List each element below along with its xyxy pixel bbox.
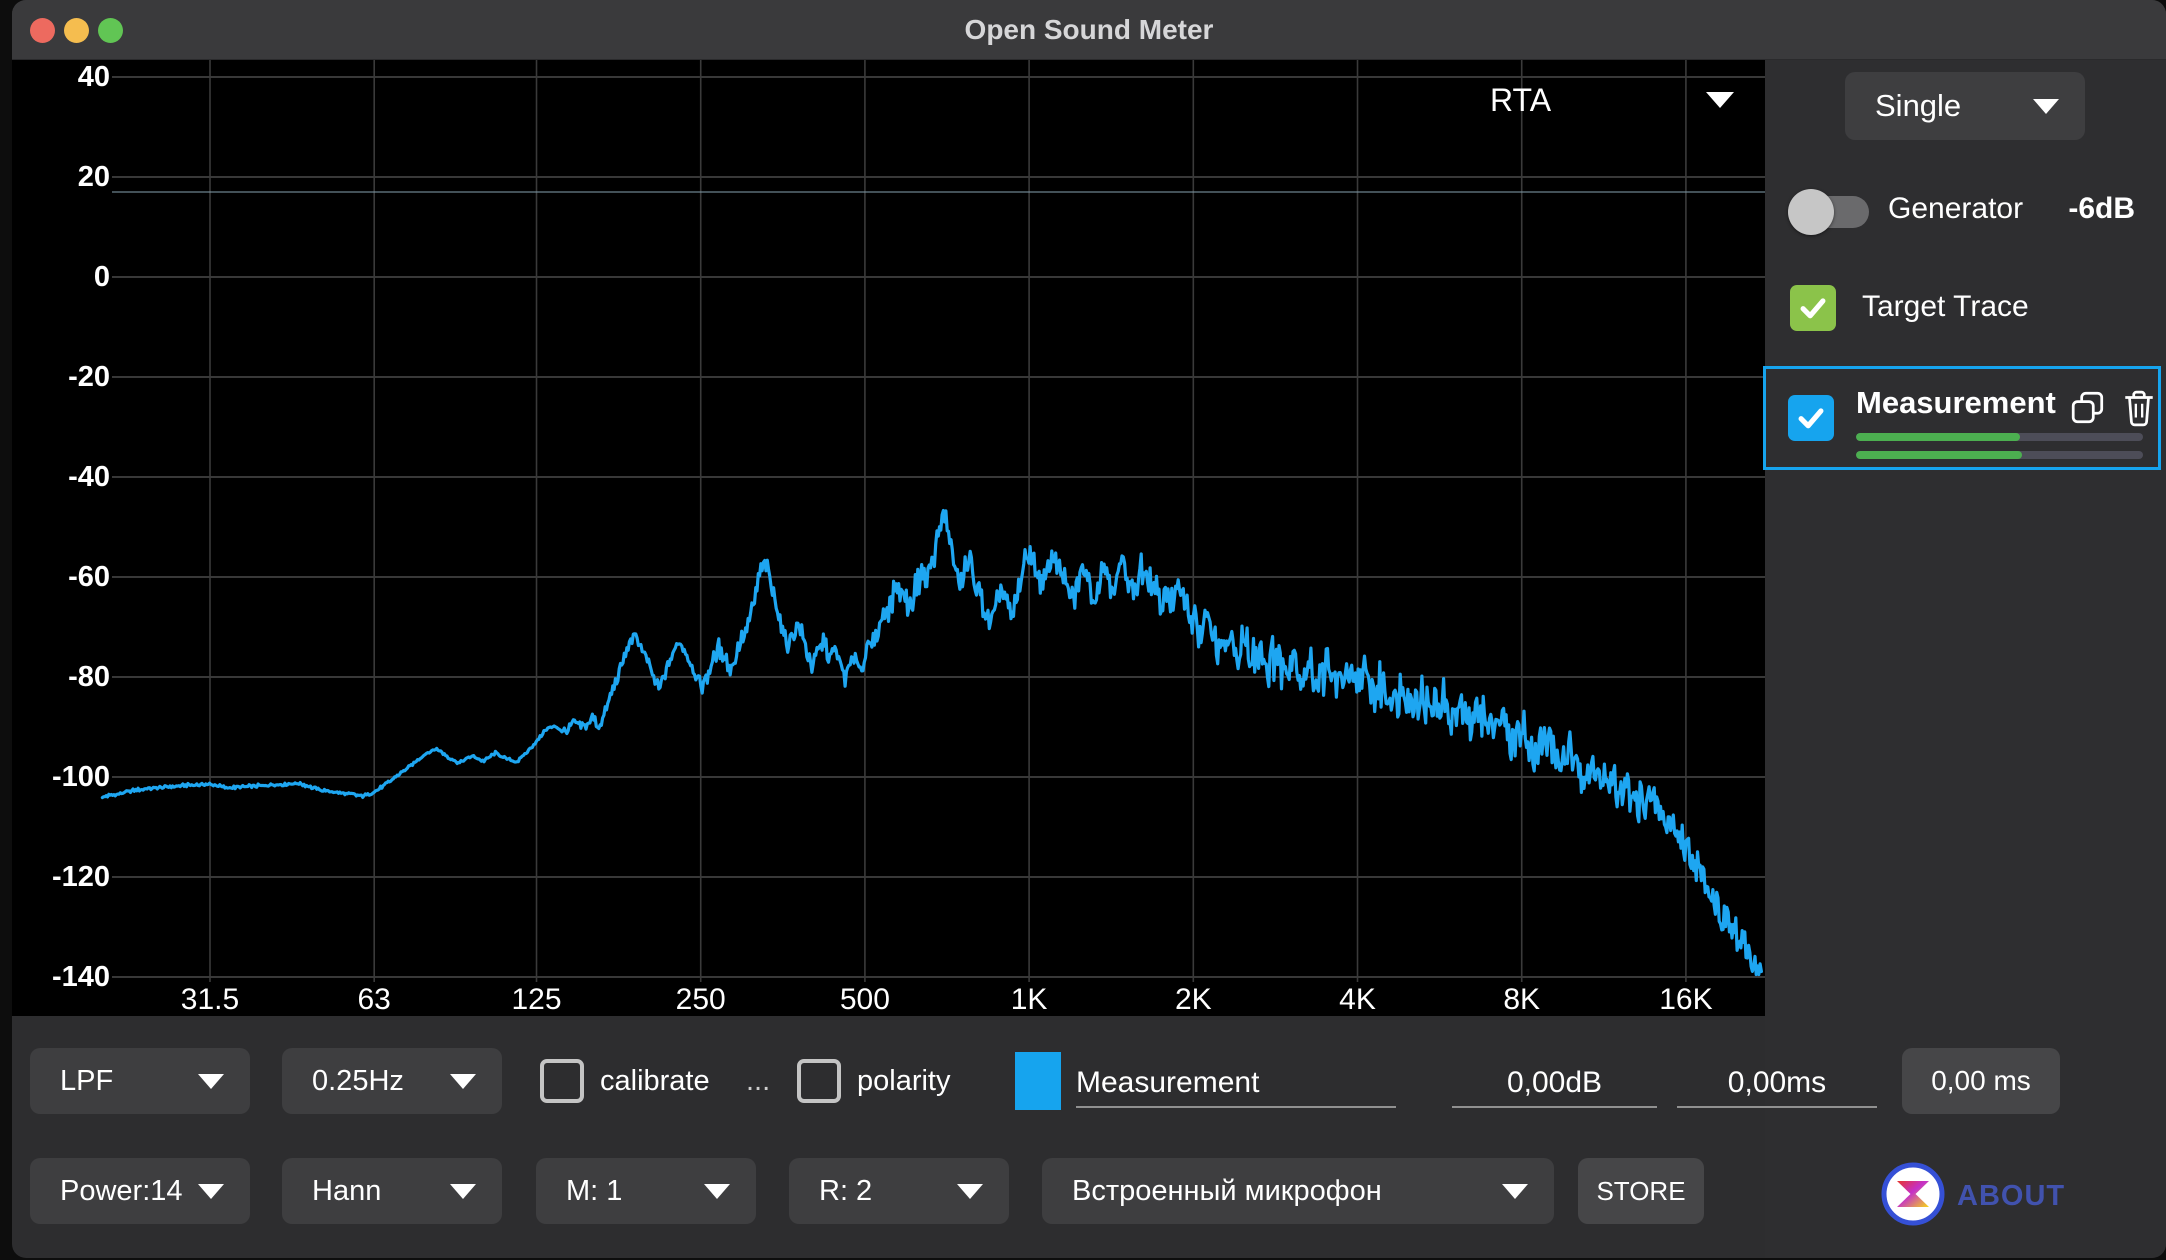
x-axis-tick-label: 63: [357, 983, 391, 1016]
chevron-down-icon: [450, 1184, 476, 1199]
check-icon: [1798, 408, 1824, 429]
window-function-selector[interactable]: Hann: [282, 1158, 502, 1224]
polarity-label: polarity: [857, 1065, 951, 1097]
x-axis-tick-label: 8K: [1503, 983, 1541, 1016]
chart-type-label: RTA: [1490, 82, 1552, 118]
measurement-panel[interactable]: Measurement: [1763, 366, 2161, 470]
chevron-down-icon: [957, 1184, 983, 1199]
x-axis-tick-label: 31.5: [180, 983, 240, 1016]
target-trace-checkbox[interactable]: [1790, 285, 1836, 331]
measurement-color-swatch[interactable]: [1015, 1052, 1061, 1110]
measurement-name-field[interactable]: Measurement: [1076, 1050, 1396, 1108]
delete-measurement-button[interactable]: [2122, 389, 2160, 427]
chevron-down-icon: [198, 1184, 224, 1199]
filter-type-label: LPF: [60, 1064, 114, 1097]
x-axis-tick-label: 500: [839, 983, 890, 1016]
polarity-checkbox[interactable]: [797, 1059, 841, 1103]
titlebar: Open Sound Meter: [12, 0, 2166, 60]
gain-field[interactable]: 0,00dB: [1452, 1050, 1657, 1108]
clone-measurement-button[interactable]: [2069, 389, 2107, 427]
chart-type-selector[interactable]: RTA: [1432, 76, 1762, 124]
level-meter-right: [1856, 451, 2143, 459]
y-axis-tick-label: -20: [68, 361, 110, 393]
app-window: Open Sound Meter RTA 40 20 0 -20 -40 -60 -80 -1…: [12, 0, 2166, 1258]
fullscreen-button[interactable]: [98, 18, 123, 43]
y-axis-tick-label: 20: [77, 161, 110, 193]
y-axis-tick-label: -100: [51, 761, 110, 793]
x-axis-tick-label: 16K: [1659, 983, 1713, 1016]
level-meter-left: [1856, 433, 2143, 441]
generator-toggle-knob: [1788, 189, 1834, 235]
x-axis-tick-label: 2K: [1174, 983, 1212, 1016]
rta-plot-area[interactable]: RTA 40 20 0 -20 -40 -60 -80 -100 -120 -140 31.5 63 1…: [12, 60, 1765, 1016]
resolution-label: 0.25Hz: [312, 1064, 404, 1097]
y-axis-tick-label: -40: [68, 461, 110, 493]
y-axis-tick-label: -140: [51, 961, 110, 993]
close-button[interactable]: [30, 18, 55, 43]
x-axis-tick-label: 250: [675, 983, 726, 1016]
reference-channel-label: R: 2: [819, 1174, 873, 1207]
estimated-delay-button[interactable]: 0,00 ms: [1902, 1048, 2060, 1114]
generator-toggle[interactable]: [1788, 189, 1869, 235]
audio-device-selector[interactable]: Встроенный микрофон: [1042, 1158, 1554, 1224]
window-function-label: Hann: [312, 1174, 382, 1207]
view-mode-label: Single: [1875, 88, 1962, 123]
about-button[interactable]: ABOUT: [1881, 1162, 2161, 1234]
view-mode-selector[interactable]: Single: [1845, 72, 2085, 140]
check-icon: [1800, 298, 1826, 319]
spectrum-plot: [100, 60, 1765, 982]
filter-type-selector[interactable]: LPF: [30, 1048, 250, 1114]
chevron-down-icon: [198, 1074, 224, 1089]
copy-icon: [2071, 391, 2104, 424]
generator-level: -6dB: [2068, 192, 2135, 225]
reference-channel-selector[interactable]: R: 2: [789, 1158, 1009, 1224]
chevron-down-icon: [450, 1074, 476, 1089]
store-button[interactable]: STORE: [1578, 1158, 1704, 1224]
x-axis-tick-label: 1K: [1010, 983, 1048, 1016]
resolution-selector[interactable]: 0.25Hz: [282, 1048, 502, 1114]
calibrate-checkbox[interactable]: [540, 1059, 584, 1103]
average-label: M: 1: [566, 1174, 623, 1207]
trash-icon: [2125, 390, 2153, 427]
fft-power-label: Power:14: [60, 1174, 183, 1207]
x-axis-tick-label: 4K: [1339, 983, 1376, 1016]
measurement-checkbox[interactable]: [1788, 395, 1834, 441]
chevron-down-icon: [2033, 99, 2059, 114]
y-axis-tick-label: 0: [93, 261, 110, 293]
chevron-down-icon: [1706, 92, 1734, 108]
y-axis-tick-label: -80: [68, 661, 110, 693]
y-axis-tick-label: -120: [51, 861, 110, 893]
delay-field[interactable]: 0,00ms: [1677, 1050, 1877, 1108]
y-axis-tick-label: -60: [68, 561, 110, 593]
calibrate-more-button[interactable]: ...: [746, 1065, 771, 1097]
y-axis-tick-label: 40: [77, 61, 110, 93]
chevron-down-icon: [704, 1184, 730, 1199]
fft-power-selector[interactable]: Power:14: [30, 1158, 250, 1224]
audio-device-label: Встроенный микрофон: [1072, 1174, 1382, 1207]
calibrate-label: calibrate: [600, 1065, 710, 1097]
average-selector[interactable]: M: 1: [536, 1158, 756, 1224]
chevron-down-icon: [1502, 1184, 1528, 1199]
x-axis-tick-label: 125: [511, 983, 562, 1016]
app-logo-icon: [1881, 1162, 1945, 1226]
minimize-button[interactable]: [64, 18, 89, 43]
sidebar: Single Generator -6dB Target Trace Measu…: [1763, 60, 2166, 1258]
generator-label: Generator: [1888, 192, 2024, 225]
about-label: ABOUT: [1957, 1180, 2066, 1212]
measurement-title: Measurement: [1856, 385, 2056, 420]
window-title: Open Sound Meter: [964, 14, 1214, 45]
target-trace-label: Target Trace: [1862, 290, 2029, 323]
